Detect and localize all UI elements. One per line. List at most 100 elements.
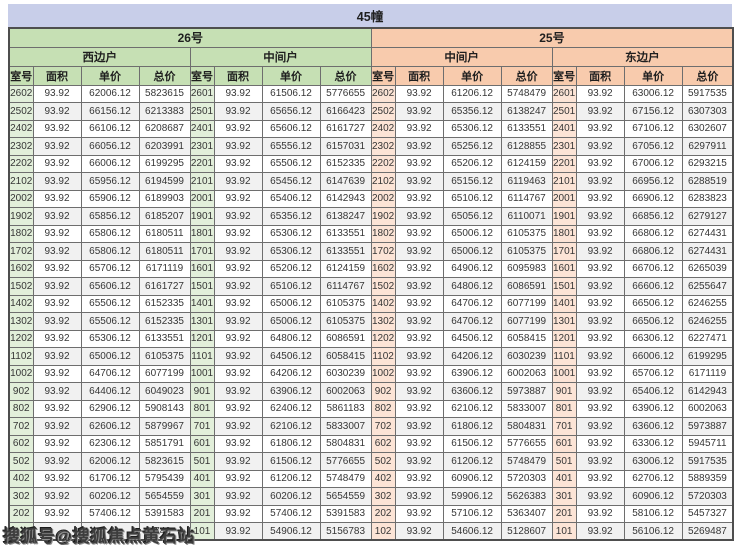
- cell-room: 802: [370, 399, 396, 418]
- cell-unit-price: 57106.12: [442, 504, 502, 523]
- unit-type-header: 中间户: [189, 46, 372, 67]
- cell-room: 2202: [370, 154, 396, 173]
- cell-unit-price: 65606.12: [80, 277, 140, 296]
- table-row: 902 93.92 64406.12 6049023 901 93.92 63906.12 6…: [8, 382, 734, 401]
- cell-area: 93.92: [575, 154, 625, 173]
- cell-unit-price: 61506.12: [442, 434, 502, 453]
- column-header-area: 面积: [575, 65, 625, 86]
- table-row: 2202 93.92 66006.12 6199295 2201 93.92 65506.1…: [8, 154, 734, 173]
- cell-room: 2001: [189, 189, 215, 208]
- column-header-total-price: 总价: [500, 65, 553, 86]
- cell-room: 701: [189, 417, 215, 436]
- cell-room: 402: [8, 469, 34, 488]
- cell-area: 93.92: [394, 329, 444, 348]
- cell-area: 93.92: [32, 417, 82, 436]
- cell-room: 1301: [551, 312, 577, 331]
- cell-total-price: 5804831: [319, 434, 372, 453]
- cell-room: 1302: [370, 312, 396, 331]
- cell-unit-price: 57406.12: [80, 504, 140, 523]
- cell-total-price: 6307303: [681, 102, 734, 121]
- cell-unit-price: 67156.12: [623, 102, 683, 121]
- cell-room: 2102: [370, 172, 396, 191]
- cell-room: 2302: [8, 137, 34, 156]
- cell-room: 802: [8, 399, 34, 418]
- cell-unit-price: 65906.12: [80, 189, 140, 208]
- table-row: 1102 93.92 65006.12 6105375 1101 93.92 64506.1…: [8, 347, 734, 366]
- cell-total-price: 5720303: [500, 469, 553, 488]
- cell-room: 2301: [551, 137, 577, 156]
- cell-unit-price: 64906.12: [442, 259, 502, 278]
- cell-total-price: 6002063: [319, 382, 372, 401]
- cell-room: 2301: [189, 137, 215, 156]
- cell-room: 401: [189, 469, 215, 488]
- cell-area: 93.92: [213, 277, 263, 296]
- cell-area: 93.92: [213, 137, 263, 156]
- cell-area: 93.92: [32, 452, 82, 471]
- cell-unit-price: 64506.12: [261, 347, 321, 366]
- table-row: 602 93.92 62306.12 5851791 601 93.92 61806.12 5…: [8, 434, 734, 453]
- cell-area: 93.92: [394, 154, 444, 173]
- cell-room: 2201: [189, 154, 215, 173]
- cell-unit-price: 67006.12: [623, 154, 683, 173]
- cell-area: 93.92: [575, 189, 625, 208]
- cell-unit-price: 64706.12: [80, 364, 140, 383]
- cell-total-price: 6246255: [681, 312, 734, 331]
- cell-area: 93.92: [575, 434, 625, 453]
- cell-room: 2502: [8, 102, 34, 121]
- cell-unit-price: 61706.12: [80, 469, 140, 488]
- cell-unit-price: 65106.12: [442, 189, 502, 208]
- cell-total-price: 5945711: [681, 434, 734, 453]
- cell-area: 93.92: [394, 207, 444, 226]
- cell-room: 1602: [8, 259, 34, 278]
- cell-area: 93.92: [32, 364, 82, 383]
- cell-area: 93.92: [213, 329, 263, 348]
- table-row: 2402 93.92 66106.12 6208687 2401 93.92 65606.1…: [8, 119, 734, 138]
- cell-unit-price: 60906.12: [623, 487, 683, 506]
- cell-area: 93.92: [213, 522, 263, 541]
- cell-area: 93.92: [32, 434, 82, 453]
- cell-total-price: 5626383: [500, 487, 553, 506]
- cell-area: 93.92: [213, 84, 263, 103]
- price-table: 26号 25号 西边户 中间户 中间户 东边户 室号 面积 单价 总价 室号 面积 单价 总价 室号 面积 单价…: [8, 27, 735, 541]
- cell-room: 1701: [189, 242, 215, 261]
- cell-unit-price: 62106.12: [261, 417, 321, 436]
- cell-area: 93.92: [394, 102, 444, 121]
- cell-total-price: 6138247: [500, 102, 553, 121]
- cell-area: 93.92: [575, 172, 625, 191]
- cell-room: 901: [551, 382, 577, 401]
- cell-unit-price: 63906.12: [442, 364, 502, 383]
- cell-room: 1001: [189, 364, 215, 383]
- cell-total-price: 6297911: [681, 137, 734, 156]
- cell-area: 93.92: [213, 434, 263, 453]
- cell-area: 93.92: [394, 417, 444, 436]
- cell-room: 1402: [370, 294, 396, 313]
- table-body: 2602 93.92 62006.12 5823615 2601 93.92 61506.1…: [8, 84, 734, 541]
- cell-unit-price: 67056.12: [623, 137, 683, 156]
- cell-unit-price: 64206.12: [261, 364, 321, 383]
- cell-total-price: 6086591: [319, 329, 372, 348]
- cell-area: 93.92: [575, 452, 625, 471]
- cell-unit-price: 56106.12: [623, 522, 683, 541]
- cell-total-price: 6194599: [138, 172, 191, 191]
- cell-area: 93.92: [213, 364, 263, 383]
- cell-total-price: 743: [138, 522, 191, 541]
- cell-total-price: 5861183: [319, 399, 372, 418]
- cell-area: 93.92: [32, 119, 82, 138]
- cell-total-price: 6133551: [319, 242, 372, 261]
- cell-area: [32, 522, 82, 541]
- cell-room: 601: [189, 434, 215, 453]
- cell-unit-price: 65406.12: [623, 382, 683, 401]
- cell-area: 93.92: [32, 504, 82, 523]
- cell-total-price: 6030239: [319, 364, 372, 383]
- cell-room: 1902: [8, 207, 34, 226]
- cell-room: 202: [370, 504, 396, 523]
- column-header-unit-price: 单价: [80, 65, 140, 86]
- cell-area: 93.92: [394, 522, 444, 541]
- cell-total-price: 5748479: [319, 469, 372, 488]
- cell-room: 1901: [189, 207, 215, 226]
- cell-unit-price: 65056.12: [442, 207, 502, 226]
- cell-area: 93.92: [32, 242, 82, 261]
- cell-area: 93.92: [575, 417, 625, 436]
- cell-unit-price: 63006.12: [623, 452, 683, 471]
- cell-area: 93.92: [394, 452, 444, 471]
